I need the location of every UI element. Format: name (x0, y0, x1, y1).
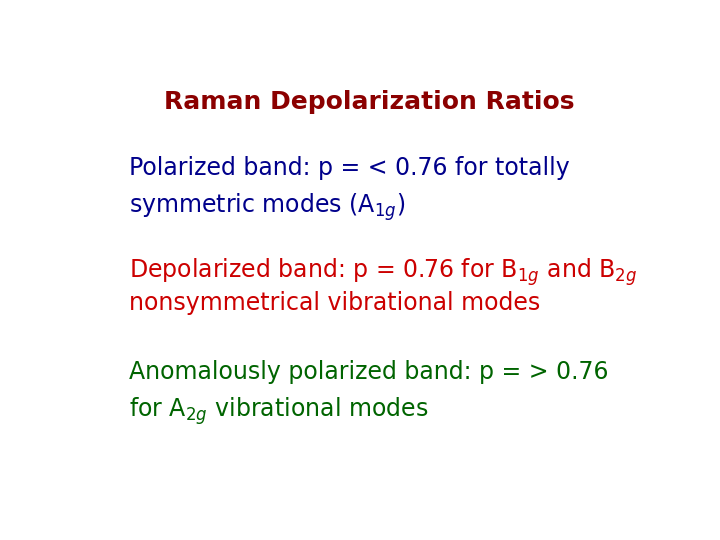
Text: Anomalously polarized band: p = > 0.76: Anomalously polarized band: p = > 0.76 (129, 360, 608, 384)
Text: nonsymmetrical vibrational modes: nonsymmetrical vibrational modes (129, 292, 540, 315)
Text: for A$_{2g}$ vibrational modes: for A$_{2g}$ vibrational modes (129, 395, 428, 427)
Text: Depolarized band: p = 0.76 for B$_{1g}$ and B$_{2g}$: Depolarized band: p = 0.76 for B$_{1g}$ … (129, 256, 637, 288)
Text: Polarized band: p = < 0.76 for totally: Polarized band: p = < 0.76 for totally (129, 156, 570, 180)
Text: symmetric modes (A$_{1g}$): symmetric modes (A$_{1g}$) (129, 192, 405, 224)
Text: Raman Depolarization Ratios: Raman Depolarization Ratios (163, 90, 575, 114)
